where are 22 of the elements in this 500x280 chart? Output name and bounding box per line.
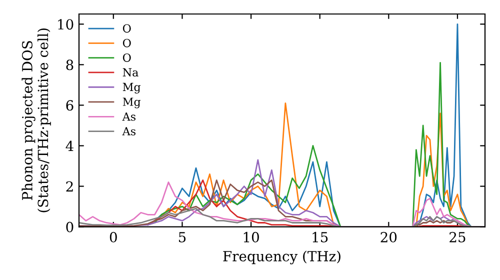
legend-label: Mg (122, 82, 140, 94)
y-tick-label: 0 (66, 222, 74, 232)
x-tick-label: 25 (450, 232, 466, 242)
legend-label: O (122, 53, 131, 62)
y-tick-label: 2 (66, 181, 73, 192)
legend-label: As (122, 112, 136, 121)
legend-label: As (122, 127, 136, 136)
y-axis-title: Phonon projected DOS (States/THz·primitive cell) (22, 28, 51, 212)
legend-label: O (122, 38, 131, 48)
legend-label: Mg (122, 98, 140, 108)
legend-label: Na (122, 68, 138, 77)
y-tick-label: 10 (58, 19, 74, 30)
y-tick-label: 4 (66, 140, 74, 152)
x-tick-label: 0 (110, 232, 117, 242)
x-axis-title: Frequency (THz) (223, 250, 340, 264)
x-tick-label: 15 (312, 232, 328, 242)
x-tick-label: 20 (380, 232, 397, 242)
legend-label: O (122, 24, 131, 33)
y-tick-label: 8 (66, 60, 74, 70)
x-tick-label: 5 (178, 232, 186, 242)
x-tick-label: 10 (244, 232, 259, 242)
y-tick-label: 6 (66, 100, 74, 111)
